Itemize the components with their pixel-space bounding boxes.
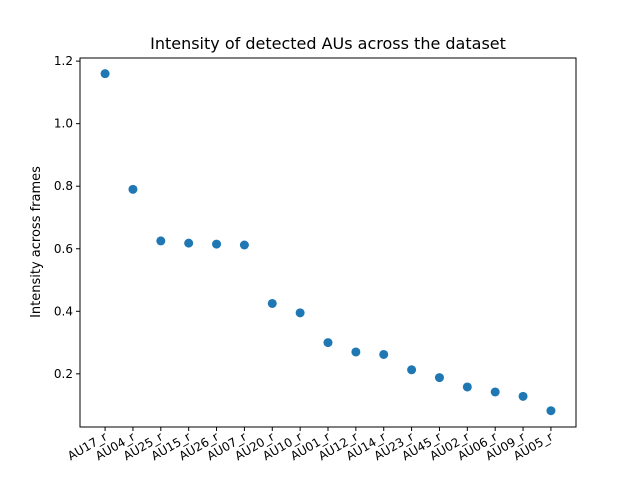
data-point — [212, 239, 222, 249]
y-tick-label: 1.0 — [54, 117, 73, 131]
data-point — [546, 406, 556, 416]
data-point — [518, 391, 528, 401]
data-point — [490, 387, 500, 397]
data-point — [407, 365, 417, 375]
y-tick-label: 0.4 — [54, 304, 73, 318]
y-axis-ticks: 0.2 0.4 0.6 0.8 1.0 1.2 — [54, 54, 80, 381]
data-point — [434, 373, 444, 383]
data-point — [295, 308, 305, 318]
y-tick-label: 0.6 — [54, 242, 73, 256]
y-tick-label: 0.2 — [54, 367, 73, 381]
data-point — [379, 349, 389, 359]
data-point — [100, 69, 110, 79]
data-point — [351, 347, 361, 357]
y-axis-label: Intensity across frames — [29, 166, 44, 318]
data-point — [462, 382, 472, 392]
chart-title: Intensity of detected AUs across the dat… — [150, 34, 506, 53]
data-point — [323, 338, 333, 348]
plot-frame — [79, 57, 577, 428]
data-points — [100, 69, 556, 416]
y-tick-label: 1.2 — [54, 54, 73, 68]
data-point — [267, 298, 277, 308]
data-point — [156, 236, 166, 246]
data-point — [239, 240, 249, 250]
data-point — [128, 184, 138, 194]
data-point — [184, 238, 194, 248]
y-tick-label: 0.8 — [54, 179, 73, 193]
